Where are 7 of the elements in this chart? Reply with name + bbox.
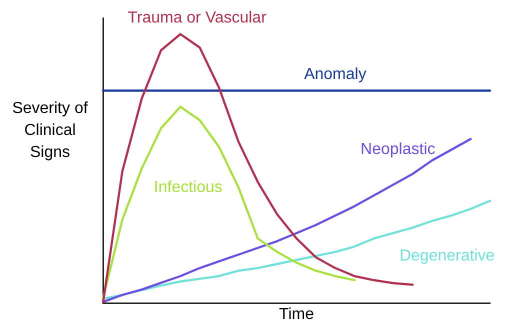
series-label: Trauma or Vascular	[128, 9, 268, 26]
series-label: Anomaly	[304, 66, 366, 83]
y-axis-title: Severity of Clinical Signs	[11, 99, 89, 163]
series-label: Neoplastic	[360, 141, 436, 158]
x-axis-title: Time	[278, 306, 315, 324]
series-label: Degenerative	[399, 247, 495, 264]
series-label: Infectious	[154, 178, 222, 196]
